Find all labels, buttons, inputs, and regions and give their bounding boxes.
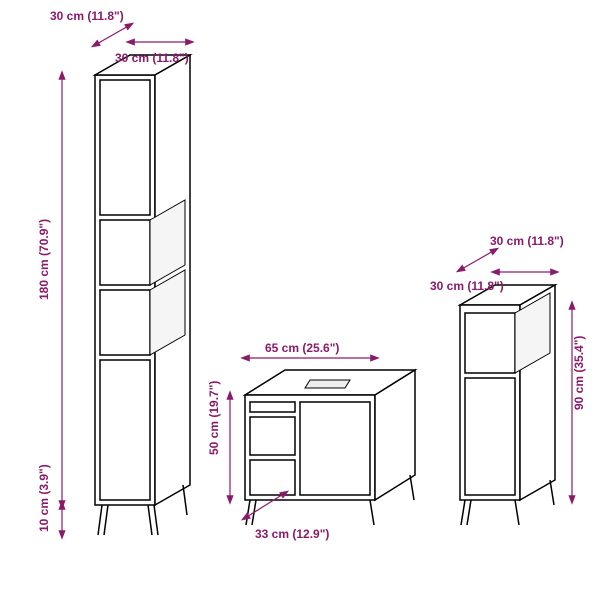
- tall-cabinet: [95, 55, 190, 535]
- dim-tall-width: 30 cm (11.8"): [115, 51, 189, 65]
- dim-mid-width: 65 cm (25.6"): [265, 341, 339, 355]
- furniture-dimension-diagram: 30 cm (11.8") 30 cm (11.8") 180 cm (70.9…: [0, 0, 600, 600]
- dim-short-width: 30 cm (11.8"): [430, 279, 504, 293]
- dim-short-height: 90 cm (35.4"): [572, 336, 586, 410]
- dim-tall-depth: 30 cm (11.8"): [50, 9, 124, 23]
- short-cabinet: [460, 285, 555, 525]
- dim-mid-depth: 33 cm (12.9"): [255, 527, 329, 541]
- dim-short-depth: 30 cm (11.8"): [490, 234, 564, 248]
- dim-mid-height: 50 cm (19.7"): [207, 381, 221, 455]
- dim-tall-height: 180 cm (70.9"): [37, 219, 51, 300]
- dim-leg-height: 10 cm (3.9"): [37, 464, 51, 532]
